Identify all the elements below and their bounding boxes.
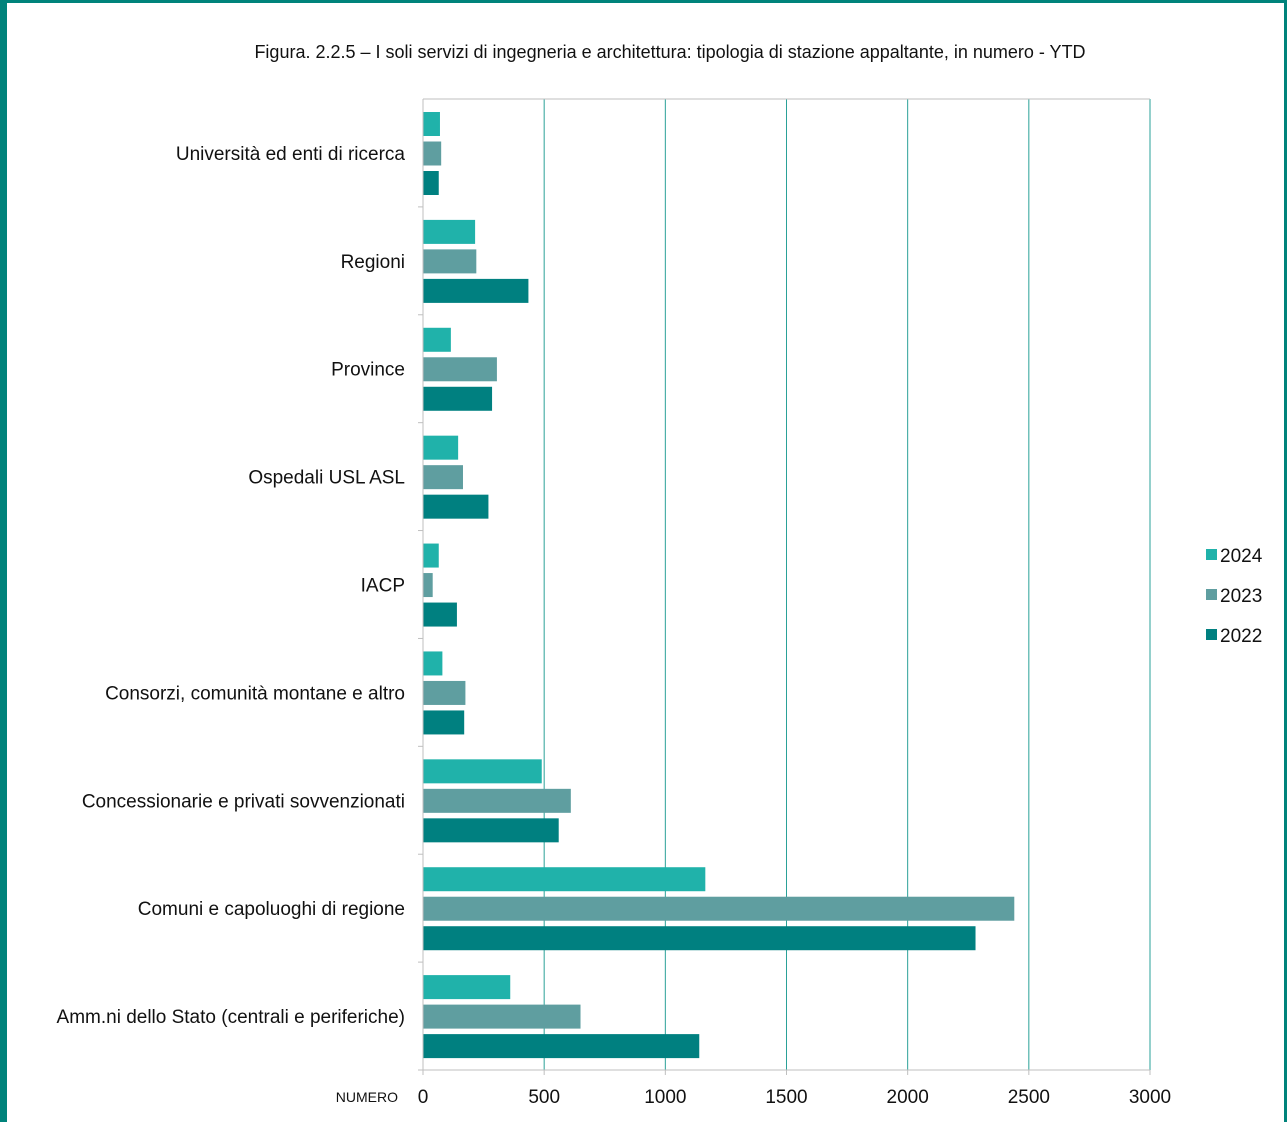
category-label: Consorzi, comunità montane e altro xyxy=(105,683,405,704)
category-label: IACP xyxy=(361,576,405,597)
bar xyxy=(423,357,497,382)
bar xyxy=(423,386,493,411)
x-tick-label: 1500 xyxy=(765,1087,807,1108)
bar xyxy=(423,494,489,519)
category-label: Comuni e capoluoghi di regione xyxy=(138,899,405,920)
category-label: Amm.ni dello Stato (centrali e periferic… xyxy=(57,1007,405,1028)
bar xyxy=(423,543,439,568)
legend-label: 2023 xyxy=(1220,586,1262,607)
category-label: Regioni xyxy=(341,252,405,273)
legend-label: 2024 xyxy=(1220,546,1263,567)
x-tick-label: 2000 xyxy=(887,1087,929,1108)
legend: 2024 2023 2022 xyxy=(1206,546,1263,647)
bar xyxy=(423,788,571,813)
bars xyxy=(423,112,1015,1059)
bar xyxy=(423,465,463,490)
bar xyxy=(423,710,465,735)
x-axis-label: NUMERO xyxy=(336,1089,398,1105)
bar xyxy=(423,1034,700,1059)
axes xyxy=(418,99,1151,1075)
legend-label: 2022 xyxy=(1220,626,1262,647)
category-label: Ospedali USL ASL xyxy=(248,468,405,489)
bar xyxy=(423,141,442,166)
x-tick-label: 0 xyxy=(418,1087,429,1108)
bar xyxy=(423,926,976,951)
bar xyxy=(423,219,476,244)
bar xyxy=(423,435,459,460)
bar xyxy=(423,651,443,676)
bar xyxy=(423,249,477,274)
bar xyxy=(423,573,433,598)
x-tick-labels: 0 500 1000 1500 2000 2500 3000 NUMERO xyxy=(336,1087,1171,1108)
bar xyxy=(423,1004,581,1029)
legend-swatch xyxy=(1206,549,1217,560)
bar xyxy=(423,327,451,352)
bar xyxy=(423,896,1015,921)
chart-title: Figura. 2.2.5 – I soli servizi di ingegn… xyxy=(254,42,1086,62)
legend-swatch xyxy=(1206,629,1217,640)
bar xyxy=(423,759,542,784)
x-tick-label: 2500 xyxy=(1008,1087,1050,1108)
x-tick-label: 3000 xyxy=(1129,1087,1171,1108)
bar xyxy=(423,818,559,843)
bar xyxy=(423,975,511,1000)
bar xyxy=(423,680,466,705)
bar xyxy=(423,867,706,892)
bar xyxy=(423,112,440,136)
x-tick-label: 500 xyxy=(528,1087,560,1108)
category-label: Concessionarie e privati sovvenzionati xyxy=(82,791,405,812)
legend-swatch xyxy=(1206,589,1217,600)
category-label: Università ed enti di ricerca xyxy=(176,144,406,165)
category-labels: Università ed enti di ricerca Regioni Prov… xyxy=(57,144,406,1028)
x-tick-label: 1000 xyxy=(644,1087,686,1108)
bar xyxy=(423,602,457,627)
category-label: Province xyxy=(331,360,405,381)
bar xyxy=(423,278,529,303)
gridlines xyxy=(423,98,1151,1070)
bar xyxy=(423,171,439,195)
